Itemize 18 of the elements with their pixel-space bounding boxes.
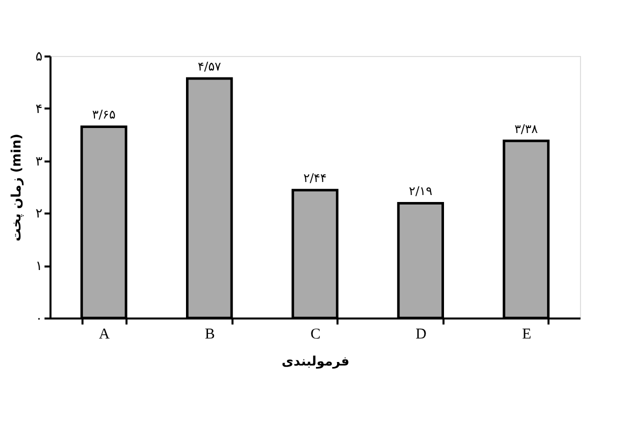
x-axis-title: فرمولبندی bbox=[282, 354, 350, 370]
x-tick-label: B bbox=[204, 326, 215, 342]
y-tick-label: ۲ bbox=[36, 206, 43, 222]
data-label: ۲/۱۹ bbox=[408, 184, 432, 198]
data-label: ۳/۳۸ bbox=[514, 122, 538, 136]
data-label: ۳/۶۵ bbox=[92, 108, 116, 122]
y-tick-label: ۳ bbox=[36, 154, 43, 170]
y-axis-title: زمان پخت (min) bbox=[10, 134, 25, 242]
x-tick-label: C bbox=[310, 326, 321, 342]
y-tick-label: ۰ bbox=[36, 312, 42, 326]
data-label: ۲/۴۴ bbox=[303, 171, 327, 186]
x-tick-label: E bbox=[522, 326, 532, 342]
y-tick-label: ۱ bbox=[36, 259, 42, 274]
y-tick-label: ۵ bbox=[36, 50, 43, 64]
x-tick-label: A bbox=[98, 326, 110, 342]
x-tick-label: D bbox=[416, 326, 427, 342]
data-label: ۴/۵۷ bbox=[198, 60, 222, 74]
y-tick-label: ۴ bbox=[36, 102, 43, 117]
